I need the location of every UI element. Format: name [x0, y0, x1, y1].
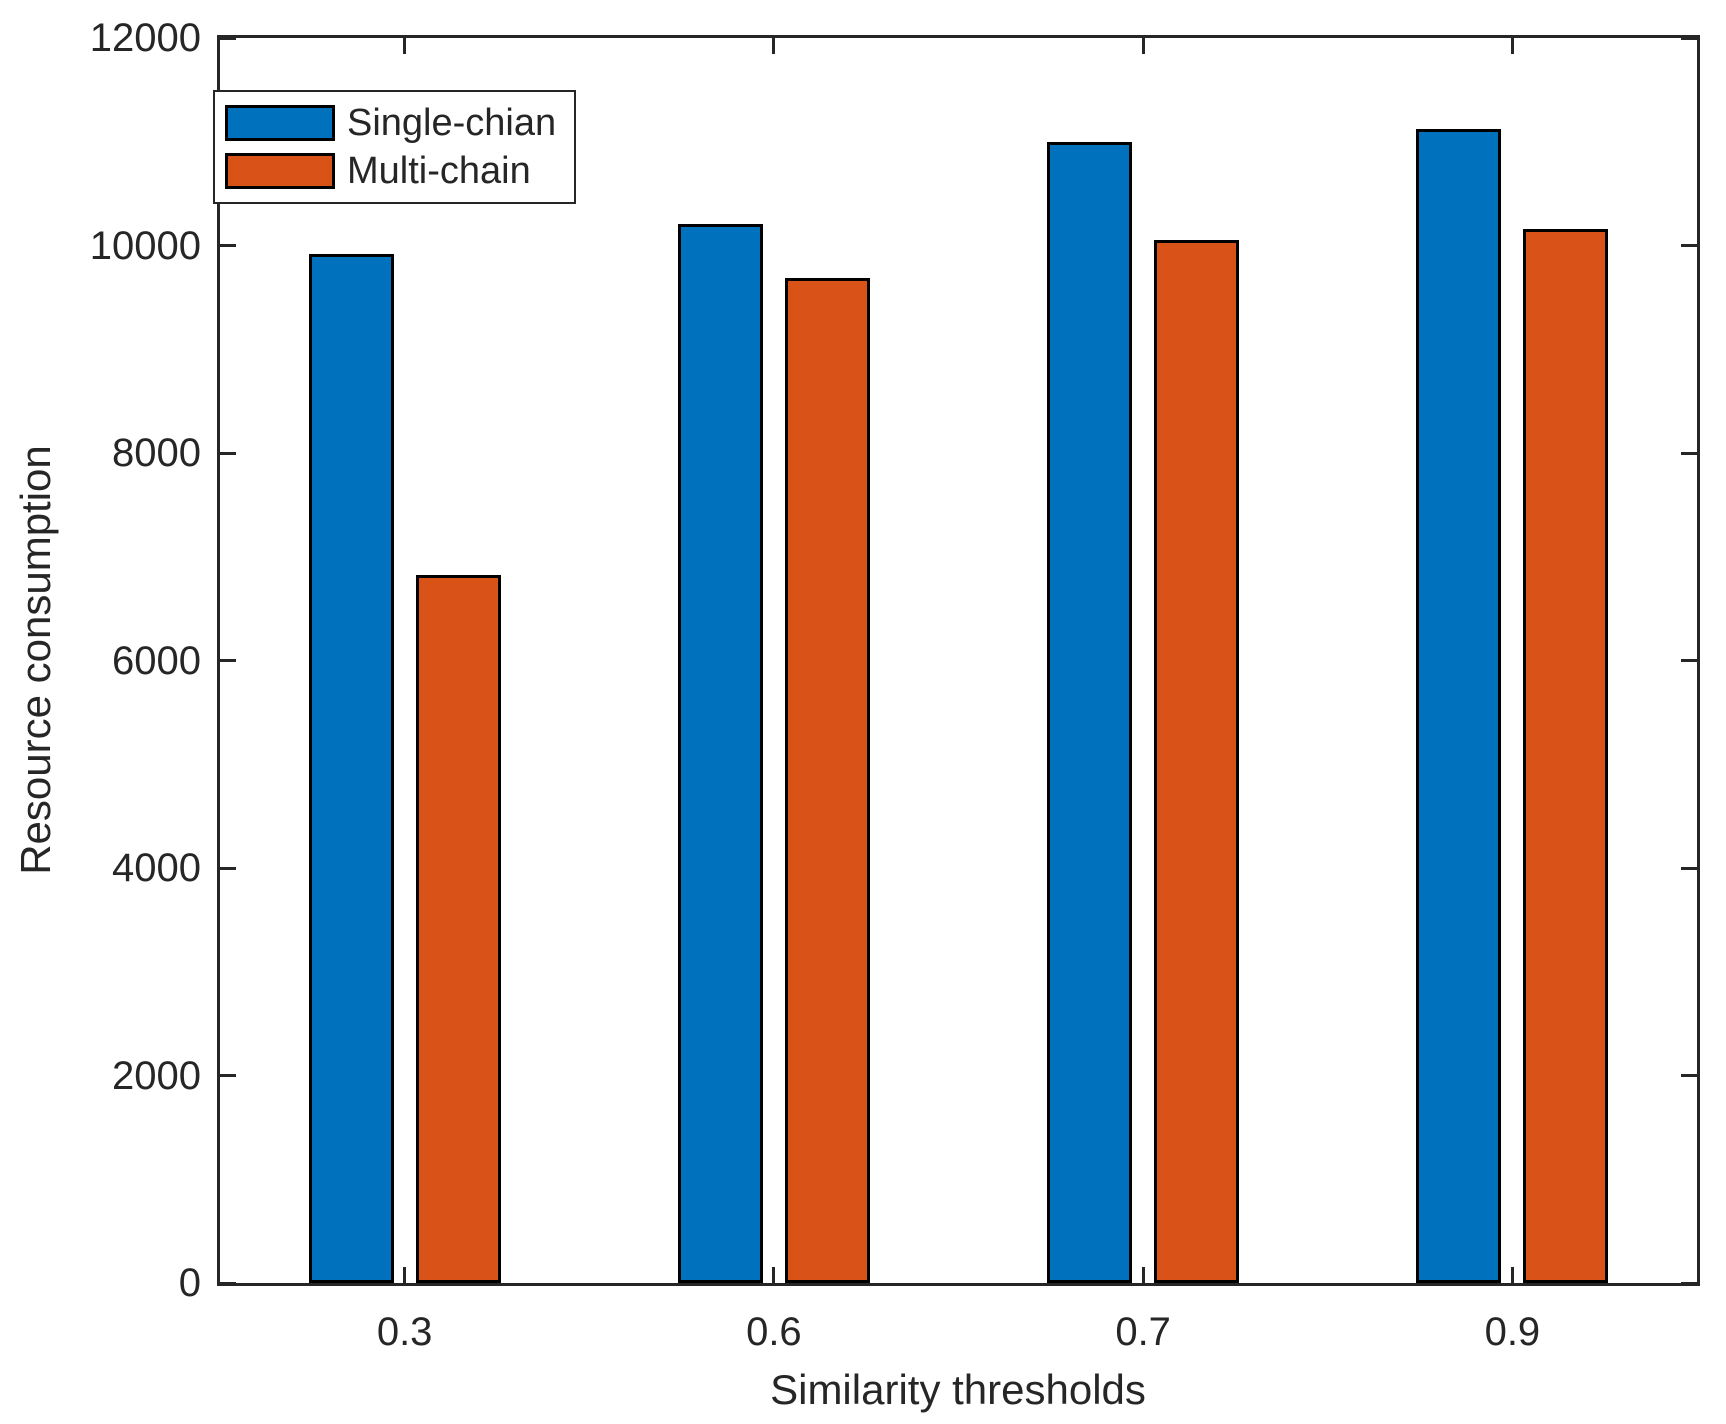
x-tick-label: 0.3 [376, 1310, 433, 1354]
y-tick-label: 8000 [112, 431, 201, 475]
y-tick-label: 2000 [112, 1053, 201, 1098]
bar-single-chian-0.9 [1416, 129, 1502, 1283]
x-tick-mark-top [403, 38, 407, 54]
x-tick-mark-top [1141, 38, 1145, 54]
bar-single-chian-0.6 [677, 223, 763, 1283]
y-tick-mark-left [220, 451, 236, 455]
x-tick-mark-top [1510, 38, 1514, 54]
bar-multi-chain-0.6 [784, 277, 870, 1283]
legend-swatch-icon [225, 153, 335, 189]
y-tick-mark-left [220, 244, 236, 247]
y-tick-label: 0 [178, 1261, 201, 1305]
legend-label: Multi-chain [347, 149, 531, 192]
x-tick-mark-top [772, 38, 776, 54]
bar-single-chian-0.3 [308, 253, 394, 1283]
y-tick-mark-right [1681, 1281, 1697, 1285]
x-tick-label: 0.9 [1484, 1310, 1541, 1354]
x-tick-mark-bottom [1141, 1267, 1145, 1283]
y-tick-mark-right [1681, 36, 1697, 40]
x-tick-mark-bottom [403, 1267, 407, 1283]
x-tick-label: 0.6 [746, 1310, 802, 1354]
y-tick-mark-left [220, 1281, 236, 1285]
y-tick-mark-right [1681, 1074, 1697, 1077]
x-tick-mark-bottom [1510, 1267, 1514, 1283]
y-tick-mark-right [1681, 244, 1697, 247]
y-tick-mark-left [220, 36, 236, 40]
y-tick-label: 12000 [89, 16, 201, 60]
bar-multi-chain-0.9 [1523, 228, 1609, 1283]
plot-area: Single-chian Multi-chain [213, 35, 1700, 1286]
legend-swatch-icon [225, 105, 335, 141]
legend-label: Single-chian [347, 101, 557, 144]
y-tick-label: 10000 [89, 223, 201, 268]
y-tick-mark-right [1681, 659, 1697, 662]
y-tick-mark-right [1681, 451, 1697, 455]
bar-multi-chain-0.7 [1154, 240, 1240, 1283]
y-tick-label: 4000 [112, 846, 201, 890]
bar-single-chian-0.7 [1047, 141, 1133, 1283]
legend: Single-chian Multi-chain [213, 90, 577, 204]
y-tick-mark-left [220, 1074, 236, 1077]
x-tick-mark-bottom [772, 1267, 776, 1283]
y-tick-mark-left [220, 866, 236, 870]
legend-item: Single-chian [225, 101, 556, 145]
x-tick-label: 0.7 [1115, 1310, 1171, 1354]
y-tick-label: 6000 [112, 638, 201, 683]
y-tick-mark-left [220, 659, 236, 662]
legend-item: Multi-chain [225, 149, 556, 193]
y-tick-mark-right [1681, 866, 1697, 870]
x-axis-label: Similarity thresholds [770, 1366, 1146, 1413]
bar-multi-chain-0.3 [415, 575, 501, 1283]
